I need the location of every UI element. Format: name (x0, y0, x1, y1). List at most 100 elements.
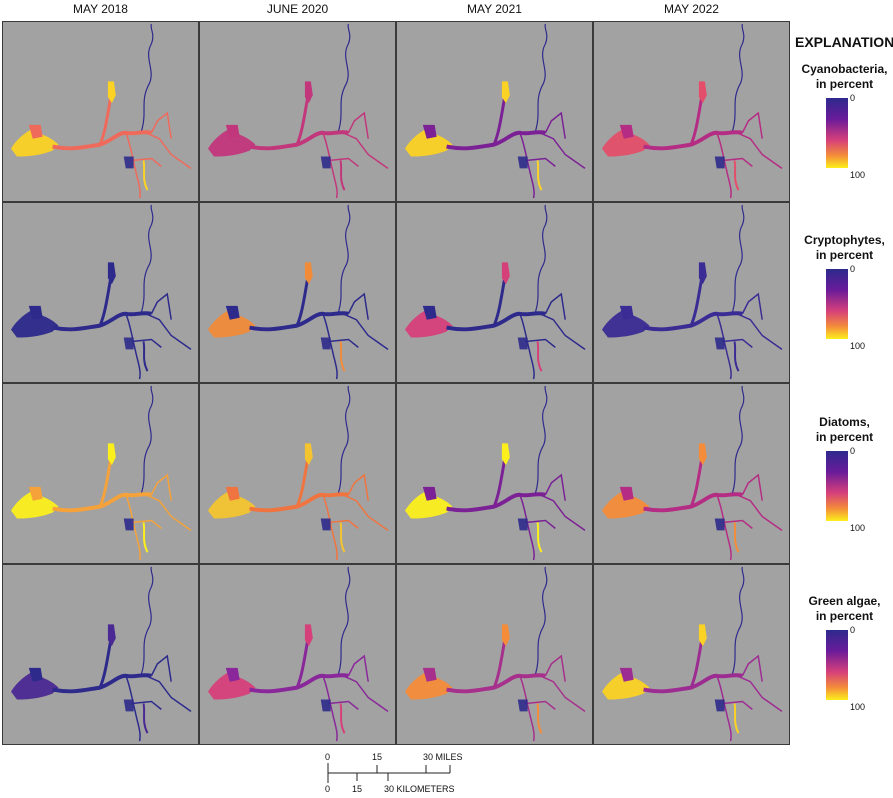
suisun-bay (208, 669, 256, 700)
map-panel-diatoms-may-2018 (2, 383, 199, 564)
delta-map (602, 566, 783, 742)
legend-max: 100 (850, 341, 866, 351)
legend-green-algae: Green algae, in percent 0 100 (796, 594, 893, 712)
legend-title-line1: Green algae, (808, 594, 881, 608)
scale-bar: 0 15 30 MILES 0 15 30 KILOMETERS (320, 751, 520, 795)
legend-cyanobacteria: Cyanobacteria, in percent 0 100 (796, 62, 893, 180)
suisun-bay-inner (619, 486, 634, 501)
sacramento-river (337, 566, 351, 674)
franks-tract (517, 518, 528, 531)
scale-miles-30: 30 MILES (423, 752, 463, 762)
suisun-bay-inner (225, 124, 240, 139)
eastern-network (519, 473, 586, 561)
column-title-june-2020: JUNE 2020 (266, 2, 329, 16)
legend-diatoms: Diatoms, in percent 0 100 (796, 415, 893, 533)
sacramento-river (731, 23, 745, 131)
main-channel (446, 130, 546, 151)
franks-tract (123, 699, 134, 712)
suisun-bay-inner (422, 486, 437, 501)
legend-min: 0 (850, 264, 856, 274)
franks-tract (123, 518, 134, 531)
suisun-bay-inner (28, 305, 43, 320)
southern-slough (142, 341, 149, 372)
column-title-may-2022: MAY 2022 (664, 2, 719, 16)
suisun-bay (405, 307, 453, 338)
map-panel-cyanobacteria-june-2020 (199, 21, 396, 202)
map-panel-cryptophytes-june-2020 (199, 202, 396, 383)
franks-tract (714, 518, 725, 531)
main-channel (52, 673, 152, 694)
southern-slough (733, 160, 740, 191)
map-panel-cyanobacteria-may-2021 (396, 21, 593, 202)
map-panel-cryptophytes-may-2022 (593, 202, 790, 383)
franks-tract (714, 699, 725, 712)
eastern-network (125, 654, 192, 742)
eastern-network (519, 111, 586, 199)
legend-title-line2: in percent (815, 248, 874, 262)
main-channel (249, 492, 349, 513)
legend-max: 100 (850, 702, 866, 712)
sacramento-river (534, 23, 548, 131)
suisun-bay (602, 669, 650, 700)
southern-slough (536, 341, 543, 372)
sacramento-river (731, 385, 745, 493)
color-ramp (826, 451, 848, 521)
eastern-network (125, 473, 192, 561)
suisun-bay-inner (225, 667, 240, 682)
southern-slough (733, 703, 740, 734)
suisun-bay-inner (225, 486, 240, 501)
main-channel (446, 673, 546, 694)
suisun-bay-inner (225, 305, 240, 320)
legend-min: 0 (850, 625, 856, 635)
suisun-bay (11, 307, 59, 338)
franks-tract (320, 156, 331, 169)
franks-tract (123, 156, 134, 169)
map-panel-grid (2, 21, 792, 745)
delta-map (602, 23, 783, 199)
suisun-bay-inner (28, 486, 43, 501)
suisun-bay-inner (619, 124, 634, 139)
franks-tract (517, 699, 528, 712)
suisun-bay (11, 669, 59, 700)
delta-map (405, 23, 586, 199)
eastern-network (322, 111, 389, 199)
legend-title-line2: in percent (815, 430, 874, 444)
eastern-network (125, 111, 192, 199)
map-panel-cryptophytes-may-2021 (396, 202, 593, 383)
suisun-bay-inner (422, 667, 437, 682)
main-channel (52, 311, 152, 332)
map-panel-diatoms-may-2021 (396, 383, 593, 564)
legend-cryptophytes: Cryptophytes, in percent 0 100 (796, 233, 893, 351)
eastern-network (322, 473, 389, 561)
suisun-bay (11, 488, 59, 519)
southern-slough (536, 160, 543, 191)
suisun-bay (11, 126, 59, 157)
legend-title-line2: in percent (815, 77, 874, 91)
north-lake (107, 624, 116, 647)
scale-km-30: 30 KILOMETERS (384, 784, 455, 794)
delta-map (11, 204, 192, 380)
southern-slough (536, 522, 543, 553)
suisun-bay-inner (422, 305, 437, 320)
north-lake (107, 443, 116, 466)
north-lake (698, 262, 707, 285)
franks-tract (123, 337, 134, 350)
delta-map (208, 566, 389, 742)
north-lake (304, 262, 313, 285)
sacramento-river (534, 204, 548, 312)
legend-min: 0 (850, 93, 856, 103)
north-lake (698, 443, 707, 466)
delta-map (405, 204, 586, 380)
suisun-bay (208, 126, 256, 157)
franks-tract (320, 337, 331, 350)
legend-title-line1: Diatoms, (819, 415, 870, 429)
southern-slough (733, 341, 740, 372)
legend-max: 100 (850, 523, 866, 533)
main-channel (446, 492, 546, 513)
legend-title-line2: in percent (815, 609, 874, 623)
sacramento-river (534, 566, 548, 674)
legend-title-line1: Cryptophytes, (804, 233, 885, 247)
map-panel-diatoms-may-2022 (593, 383, 790, 564)
suisun-bay-inner (619, 305, 634, 320)
north-lake (304, 443, 313, 466)
